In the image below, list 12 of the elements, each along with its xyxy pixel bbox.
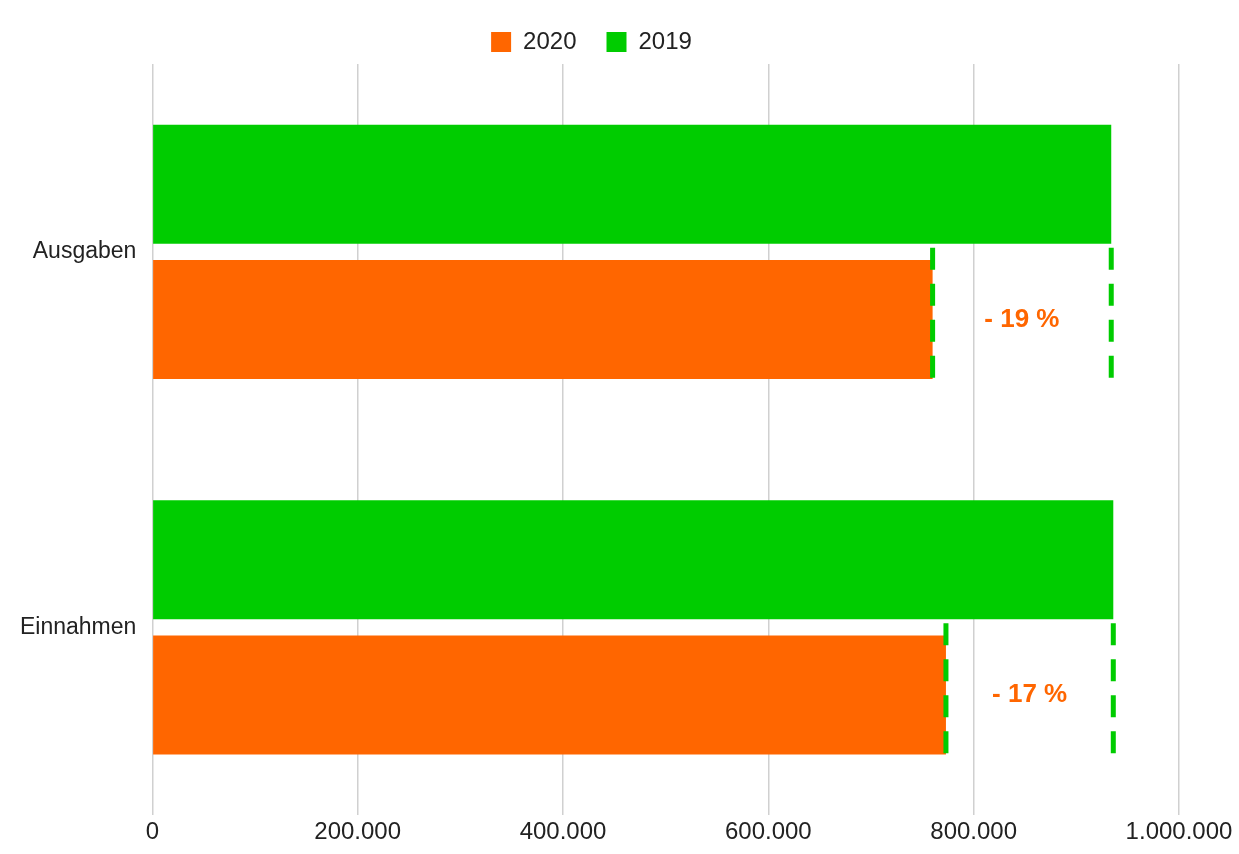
x-tick-label: 400.000 (519, 817, 607, 845)
legend-label: 2020 (523, 26, 577, 54)
x-tick-label: 1.000.000 (1125, 817, 1233, 845)
y-tick-label: Ausgaben (32, 237, 137, 264)
x-tick-label: 800.000 (930, 817, 1018, 845)
x-tick-label: 200.000 (314, 817, 402, 845)
annotation: - 19 % (984, 302, 1060, 333)
legend-label: 2019 (638, 26, 692, 54)
y-tick-label: Einnahmen (20, 612, 137, 639)
x-tick-label: 0 (145, 817, 160, 845)
x-tick-label: 600.000 (724, 817, 812, 845)
annotation: - 17 % (992, 678, 1068, 709)
